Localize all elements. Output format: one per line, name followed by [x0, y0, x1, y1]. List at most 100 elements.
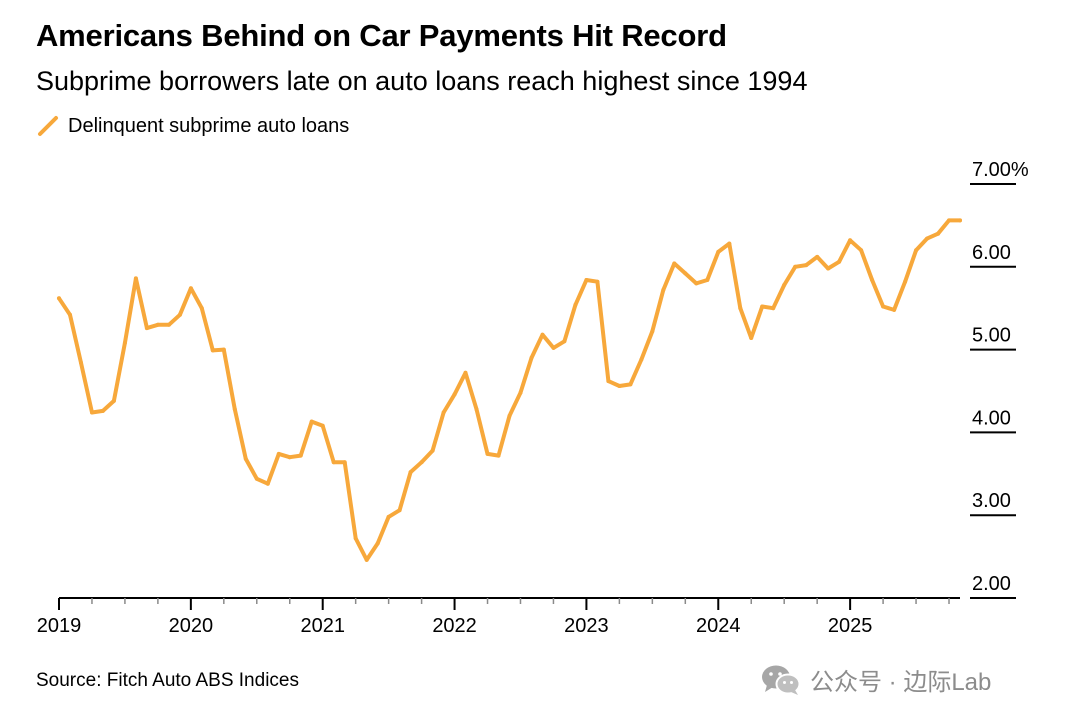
- data-point: [881, 304, 886, 309]
- data-point: [859, 248, 864, 253]
- data-point: [914, 248, 919, 253]
- x-tick-label: 2023: [564, 615, 609, 637]
- data-point: [221, 347, 226, 352]
- data-point: [518, 390, 523, 395]
- data-point: [397, 508, 402, 513]
- data-point: [133, 276, 138, 281]
- data-point: [551, 345, 556, 350]
- data-point: [683, 271, 688, 276]
- data-point: [144, 326, 149, 331]
- data-point: [430, 448, 435, 453]
- watermark-text: 公众号 · 边际Lab: [810, 669, 992, 696]
- x-tick-label: 2020: [169, 615, 214, 637]
- data-point: [243, 456, 248, 461]
- y-tick-label: 2.00: [972, 573, 1011, 595]
- data-point: [441, 410, 446, 415]
- x-tick-label: 2024: [696, 615, 741, 637]
- data-point: [661, 288, 666, 292]
- data-point: [155, 322, 160, 327]
- y-tick-label: 6.00: [972, 242, 1011, 264]
- data-point: [265, 481, 270, 486]
- data-point: [760, 304, 765, 309]
- data-point: [342, 460, 347, 465]
- data-point: [199, 306, 204, 311]
- data-point: [727, 241, 732, 246]
- data-point: [903, 279, 908, 284]
- data-point: [936, 231, 940, 236]
- watermark: 公众号 · 边际Lab: [760, 662, 991, 697]
- data-point: [573, 302, 578, 307]
- axes: [58, 183, 1016, 610]
- y-tick-label: 3.00: [972, 490, 1011, 512]
- data-point: [705, 278, 710, 282]
- data-point: [364, 557, 369, 562]
- line-stroke-icon: [38, 116, 58, 136]
- data-point: [672, 261, 677, 266]
- data-point: [298, 453, 303, 458]
- data-point: [496, 453, 501, 458]
- data-point: [782, 283, 787, 287]
- data-point: [529, 355, 534, 360]
- data-point: [177, 312, 182, 317]
- data-point: [540, 332, 545, 337]
- data-point: [749, 336, 754, 340]
- data-point: [111, 398, 116, 403]
- tick-labels: 2.00 3.00 4.00 5.00 6.00 7.00% 2019 2020 2021 202…: [37, 159, 1029, 637]
- data-point: [617, 384, 622, 388]
- data-point: [793, 264, 798, 269]
- chart-subtitle: Subprime borrowers late on auto loans re…: [36, 66, 808, 96]
- data-point: [309, 419, 314, 424]
- data-point: [254, 476, 259, 481]
- data-point: [870, 278, 875, 282]
- data-point: [639, 357, 644, 362]
- data-point: [331, 460, 336, 465]
- data-point: [188, 286, 193, 291]
- data-point: [837, 259, 842, 264]
- data-point: [694, 281, 699, 286]
- data-point: [804, 263, 809, 268]
- chart-title: Americans Behind on Car Payments Hit Rec…: [36, 18, 727, 53]
- data-point: [386, 514, 391, 519]
- data-point: [848, 238, 853, 243]
- x-tick-label: 2022: [432, 615, 477, 637]
- data-point: [210, 348, 215, 353]
- data-point: [826, 266, 831, 271]
- data-point: [419, 460, 424, 465]
- data-point: [958, 218, 962, 223]
- data-point: [606, 379, 611, 384]
- line-chart: 2.00 3.00 4.00 5.00 6.00 7.00% 2019 2020 2021 202…: [37, 159, 1029, 637]
- data-point: [584, 278, 589, 282]
- data-point: [650, 329, 655, 334]
- x-tick-label: 2021: [300, 615, 345, 637]
- chart-legend: Delinquent subprime auto loans: [36, 114, 349, 138]
- source-note: Source: Fitch Auto ABS Indices: [36, 670, 299, 691]
- wechat-icon: [762, 665, 801, 695]
- data-point: [375, 541, 380, 546]
- data-point: [771, 306, 776, 311]
- data-point: [947, 218, 951, 223]
- x-tick-label: 2019: [37, 615, 82, 637]
- data-point: [892, 307, 897, 312]
- data-point: [595, 279, 600, 284]
- data-point: [122, 341, 127, 345]
- y-tick-label: 4.00: [972, 407, 1011, 429]
- data-point: [738, 306, 743, 311]
- data-point: [628, 382, 633, 387]
- data-point: [166, 322, 171, 327]
- series-line-delinquent-subprime-auto-loans: [57, 218, 962, 562]
- y-tick-label: 5.00: [972, 325, 1011, 347]
- data-point: [474, 407, 479, 412]
- data-point: [408, 470, 413, 475]
- data-point: [100, 408, 105, 413]
- data-point: [79, 360, 83, 365]
- data-point: [507, 413, 512, 418]
- data-point: [287, 455, 292, 460]
- data-point: [353, 536, 358, 541]
- series-layer: [57, 218, 962, 562]
- data-point: [485, 451, 490, 456]
- data-point: [90, 410, 94, 415]
- data-point: [276, 451, 281, 456]
- data-point: [232, 407, 237, 412]
- data-point: [320, 423, 325, 428]
- data-point: [925, 236, 929, 241]
